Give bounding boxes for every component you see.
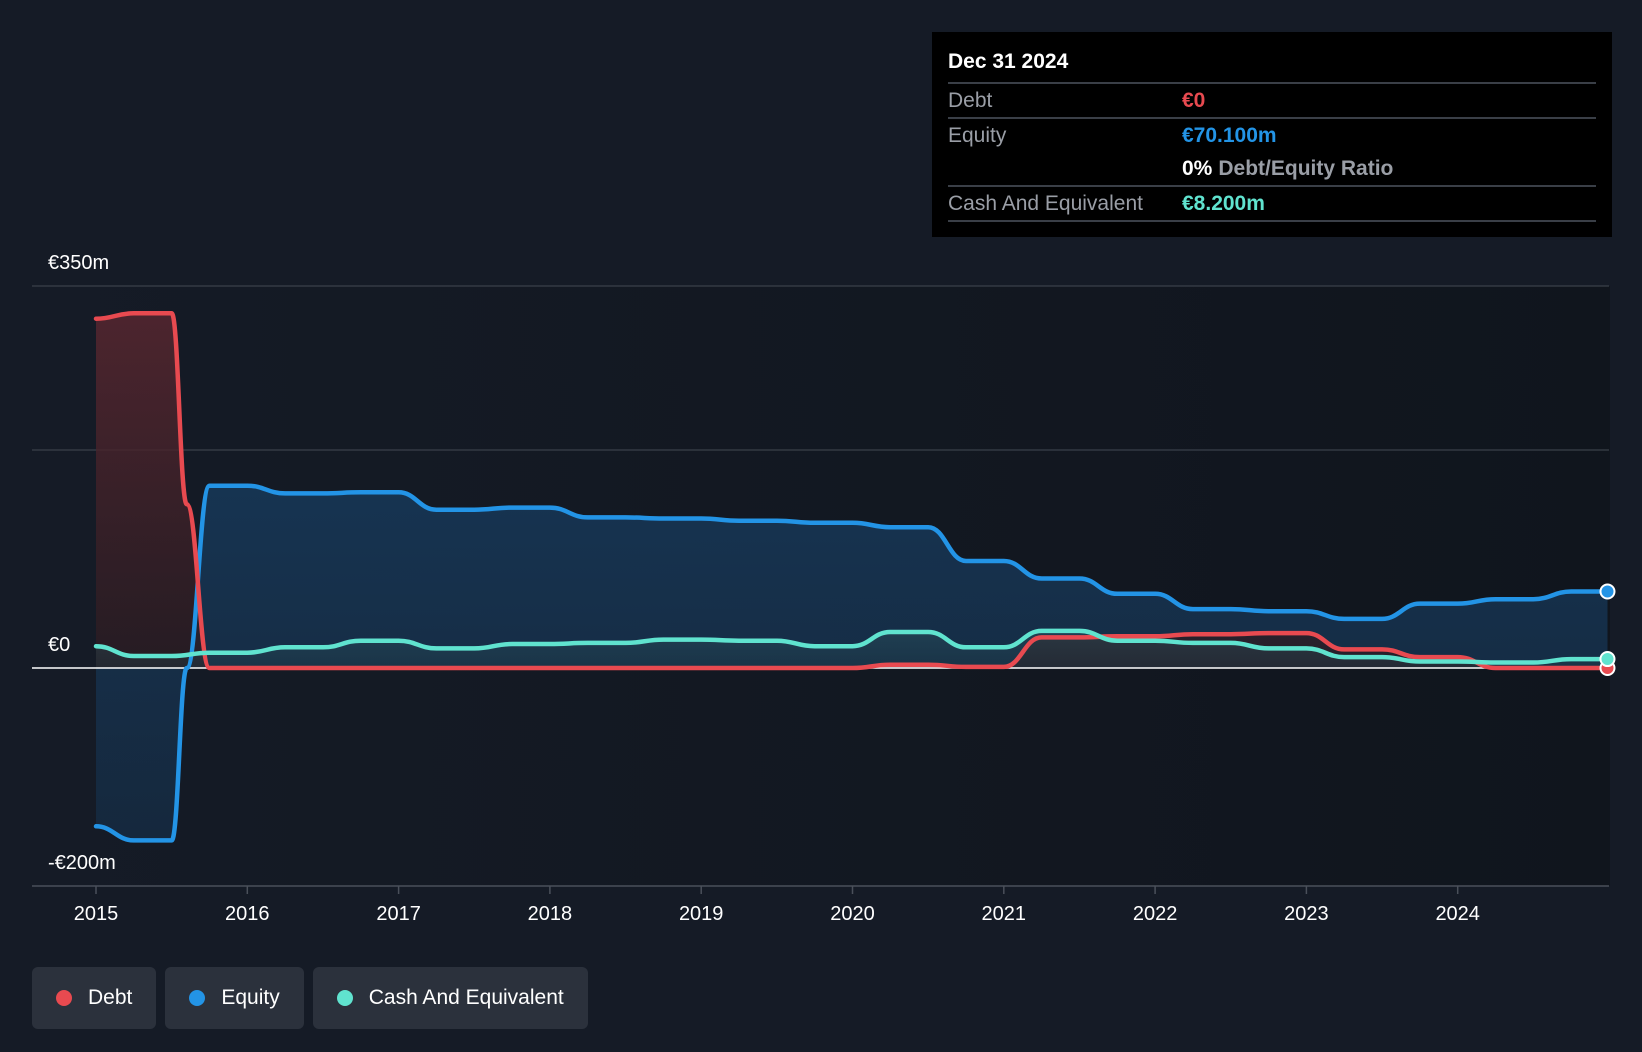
- chart-legend: Debt Equity Cash And Equivalent: [32, 967, 588, 1029]
- y-tick-label: -€200m: [48, 852, 116, 874]
- legend-debt-label: Debt: [88, 986, 133, 1009]
- tooltip-cash-value: €8.200m: [1182, 192, 1265, 215]
- axis-labels: €350m €0 -€200m 2015 2016 2017 2018 2019 2020 202…: [48, 252, 1480, 925]
- x-tick-label: 2017: [376, 903, 421, 925]
- cash-dot-icon: [336, 990, 353, 1006]
- tooltip-row-debt: Debt €0: [948, 84, 1596, 119]
- tooltip-ratio-value: 0%: [1182, 157, 1213, 180]
- tooltip-row-cash: Cash And Equivalent €8.200m: [948, 187, 1596, 222]
- x-tick-label: 2019: [679, 903, 724, 925]
- y-tick-label: €0: [48, 634, 70, 656]
- series-areas: [96, 313, 1608, 841]
- x-tick-label: 2021: [982, 903, 1027, 925]
- tooltip-date: Dec 31 2024: [948, 46, 1596, 84]
- tooltip-debt-label: Debt: [948, 89, 993, 112]
- x-tick-label: 2022: [1133, 903, 1178, 925]
- tooltip-equity-label: Equity: [948, 124, 1007, 147]
- legend-item-cash[interactable]: Cash And Equivalent: [312, 967, 588, 1029]
- cash-end-marker: [1599, 651, 1616, 668]
- x-tick-label: 2023: [1284, 903, 1329, 925]
- equity-dot-icon: [189, 990, 206, 1006]
- tooltip-cash-label: Cash And Equivalent: [948, 192, 1143, 215]
- end-markers: [1599, 583, 1616, 676]
- debt-dot-icon: [56, 990, 72, 1006]
- x-tick-label: 2024: [1435, 903, 1480, 925]
- equity-line: [93, 483, 1610, 843]
- tooltip-row-ratio: 0% Debt/Equity Ratio: [948, 152, 1596, 187]
- y-tick-label: €350m: [48, 252, 109, 274]
- legend-item-debt[interactable]: Debt: [32, 967, 157, 1029]
- legend-equity-label: Equity: [221, 986, 280, 1009]
- cash-line: [93, 628, 1610, 665]
- tooltip-ratio-label: Debt/Equity Ratio: [1218, 157, 1394, 180]
- hover-tooltip: Dec 31 2024 Debt €0 Equity €70.100m 0% De…: [932, 32, 1612, 237]
- x-tick-label: 2018: [528, 903, 573, 925]
- x-tick-label: 2015: [74, 903, 119, 925]
- cash-area: [96, 630, 1608, 668]
- x-tick-label: 2020: [830, 903, 875, 925]
- tooltip-row-equity: Equity €70.100m: [948, 119, 1596, 152]
- tooltip-equity-value: €70.100m: [1182, 124, 1277, 147]
- x-tick-label: 2016: [225, 903, 270, 925]
- grid-lines: [32, 285, 1609, 887]
- legend-cash-label: Cash And Equivalent: [368, 986, 564, 1009]
- debt-line: [93, 311, 1610, 671]
- legend-item-equity[interactable]: Equity: [165, 967, 304, 1029]
- equity-end-marker: [1599, 583, 1616, 600]
- series-lines: [32, 311, 1610, 843]
- tooltip-debt-value: €0: [1182, 89, 1206, 112]
